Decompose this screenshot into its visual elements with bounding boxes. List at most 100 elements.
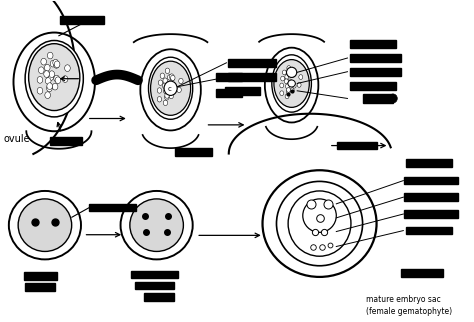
- Bar: [131, 271, 178, 278]
- Ellipse shape: [165, 93, 169, 98]
- Ellipse shape: [299, 75, 303, 80]
- Ellipse shape: [140, 49, 201, 130]
- Ellipse shape: [292, 72, 295, 77]
- Ellipse shape: [291, 71, 294, 76]
- Bar: [363, 94, 393, 103]
- Ellipse shape: [284, 79, 288, 84]
- Ellipse shape: [44, 71, 49, 77]
- Ellipse shape: [13, 33, 95, 131]
- Ellipse shape: [177, 87, 181, 92]
- Bar: [228, 59, 276, 67]
- Ellipse shape: [303, 199, 336, 232]
- Ellipse shape: [62, 76, 68, 82]
- Ellipse shape: [54, 61, 60, 68]
- Ellipse shape: [166, 86, 170, 91]
- Ellipse shape: [171, 75, 175, 80]
- Bar: [216, 73, 242, 81]
- Bar: [216, 89, 242, 97]
- Ellipse shape: [47, 52, 53, 59]
- Ellipse shape: [179, 78, 183, 84]
- Ellipse shape: [170, 74, 174, 79]
- Ellipse shape: [151, 61, 191, 115]
- Ellipse shape: [291, 72, 295, 77]
- Bar: [25, 283, 55, 291]
- Ellipse shape: [120, 191, 193, 260]
- Ellipse shape: [292, 83, 296, 88]
- Bar: [89, 204, 136, 212]
- Ellipse shape: [158, 80, 163, 85]
- Ellipse shape: [49, 71, 55, 78]
- Ellipse shape: [52, 83, 58, 90]
- Ellipse shape: [166, 83, 171, 89]
- Text: ovule: ovule: [3, 134, 30, 144]
- Ellipse shape: [171, 88, 176, 93]
- Ellipse shape: [157, 97, 162, 102]
- Text: mature embryo sac
(female gematophyte): mature embryo sac (female gematophyte): [366, 295, 452, 316]
- Ellipse shape: [289, 71, 293, 76]
- Ellipse shape: [297, 82, 301, 87]
- Bar: [135, 282, 174, 289]
- Ellipse shape: [288, 191, 351, 256]
- Ellipse shape: [25, 41, 83, 117]
- Ellipse shape: [130, 199, 183, 251]
- Ellipse shape: [274, 60, 310, 107]
- Bar: [404, 193, 458, 201]
- Bar: [401, 269, 443, 277]
- Ellipse shape: [46, 78, 51, 84]
- Ellipse shape: [55, 77, 61, 84]
- Ellipse shape: [288, 79, 292, 84]
- Ellipse shape: [37, 77, 43, 83]
- Ellipse shape: [50, 60, 56, 67]
- Ellipse shape: [287, 81, 291, 86]
- Bar: [337, 142, 376, 149]
- Ellipse shape: [290, 88, 294, 93]
- Ellipse shape: [47, 83, 53, 90]
- Text: c: c: [167, 86, 171, 92]
- Bar: [228, 73, 276, 81]
- Ellipse shape: [272, 55, 311, 112]
- Bar: [60, 16, 104, 24]
- Ellipse shape: [41, 58, 46, 65]
- Ellipse shape: [286, 89, 290, 94]
- Ellipse shape: [281, 76, 284, 81]
- Ellipse shape: [169, 93, 173, 99]
- Ellipse shape: [45, 92, 50, 99]
- Ellipse shape: [285, 84, 290, 89]
- Ellipse shape: [18, 199, 72, 251]
- Bar: [406, 227, 452, 234]
- Ellipse shape: [64, 65, 70, 71]
- Ellipse shape: [167, 75, 172, 80]
- Bar: [144, 293, 174, 301]
- Ellipse shape: [164, 95, 169, 100]
- Ellipse shape: [280, 91, 284, 96]
- Ellipse shape: [54, 62, 59, 68]
- Ellipse shape: [37, 87, 43, 94]
- Ellipse shape: [163, 100, 168, 106]
- Ellipse shape: [165, 68, 170, 73]
- Bar: [406, 159, 452, 167]
- Bar: [350, 82, 396, 90]
- Ellipse shape: [280, 83, 284, 88]
- Ellipse shape: [9, 191, 81, 260]
- Ellipse shape: [292, 82, 295, 87]
- Ellipse shape: [283, 70, 286, 75]
- Ellipse shape: [38, 67, 44, 73]
- Ellipse shape: [45, 64, 50, 71]
- Ellipse shape: [285, 94, 289, 99]
- Ellipse shape: [46, 85, 52, 92]
- Ellipse shape: [265, 48, 319, 122]
- Ellipse shape: [148, 57, 193, 119]
- Ellipse shape: [48, 74, 54, 80]
- Bar: [350, 54, 401, 62]
- Ellipse shape: [285, 74, 289, 79]
- Ellipse shape: [28, 44, 80, 110]
- Ellipse shape: [288, 80, 295, 87]
- Ellipse shape: [389, 94, 397, 103]
- Ellipse shape: [164, 81, 177, 95]
- Ellipse shape: [276, 181, 363, 266]
- Ellipse shape: [286, 88, 291, 92]
- Bar: [225, 88, 260, 95]
- Ellipse shape: [163, 78, 167, 83]
- Bar: [175, 148, 212, 156]
- Ellipse shape: [163, 83, 167, 89]
